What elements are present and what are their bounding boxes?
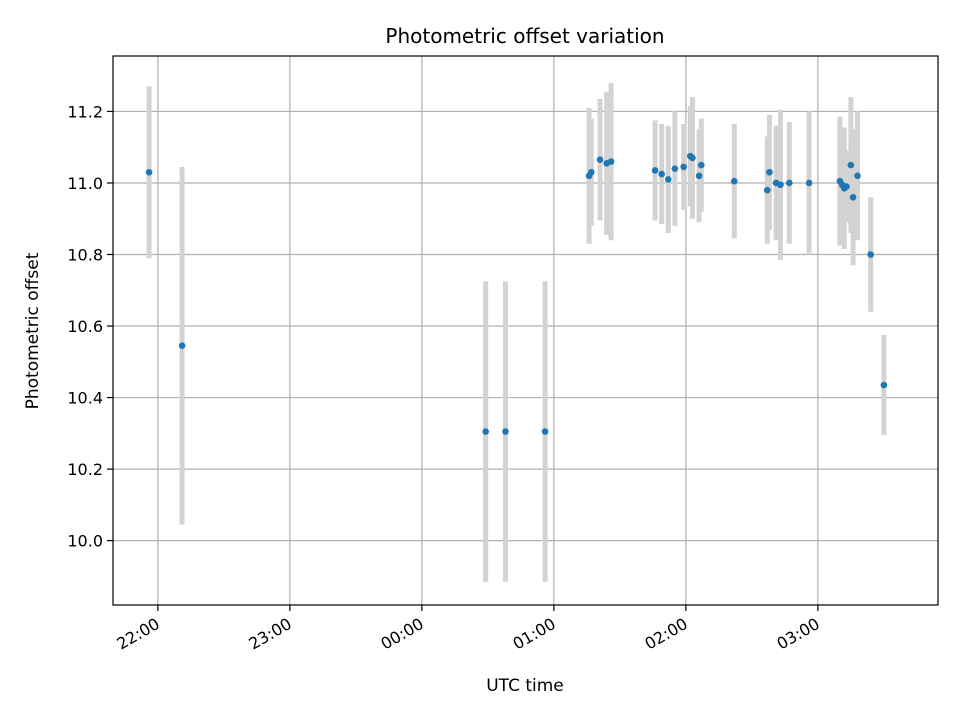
data-point — [847, 161, 855, 169]
y-tick-label: 10.2 — [67, 460, 103, 479]
data-point — [695, 172, 703, 180]
data-point — [541, 428, 549, 435]
data-point — [587, 168, 595, 176]
data-point — [763, 186, 771, 194]
data-point — [777, 181, 784, 189]
data-point — [854, 172, 861, 180]
chart-title: Photometric offset variation — [385, 24, 664, 48]
y-tick-label: 10.0 — [67, 532, 103, 551]
data-point — [680, 163, 687, 171]
data-point — [607, 158, 615, 165]
data-point — [658, 170, 665, 178]
y-tick-label: 10.8 — [67, 245, 103, 264]
data-point — [651, 167, 659, 174]
data-point — [671, 165, 679, 172]
data-point — [849, 193, 857, 201]
data-point — [664, 176, 672, 183]
y-tick-label: 10.6 — [67, 317, 103, 336]
data-point — [805, 179, 813, 187]
data-point — [867, 251, 874, 258]
y-tick-label: 11.0 — [67, 174, 103, 193]
grid-lines — [113, 56, 938, 605]
data-point — [689, 154, 696, 162]
y-axis-ticks: 10.0 10.2 10.4 10.6 10.8 11.0 11.2 — [67, 102, 113, 551]
data-point — [502, 428, 509, 435]
y-axis-label: Photometric offset — [23, 252, 43, 409]
data-points — [145, 152, 888, 435]
y-tick-label: 11.2 — [67, 102, 103, 121]
data-point — [482, 428, 489, 435]
data-point — [178, 342, 186, 350]
data-point — [697, 161, 705, 169]
data-point — [880, 381, 888, 389]
y-tick-label: 10.4 — [67, 389, 103, 408]
data-point — [596, 156, 604, 164]
data-point — [730, 177, 738, 185]
data-point — [843, 183, 850, 190]
plot-area-frame — [112, 55, 939, 606]
data-point — [145, 168, 153, 176]
x-axis-label: UTC time — [486, 676, 564, 696]
data-point — [785, 179, 793, 187]
data-point — [766, 168, 773, 176]
